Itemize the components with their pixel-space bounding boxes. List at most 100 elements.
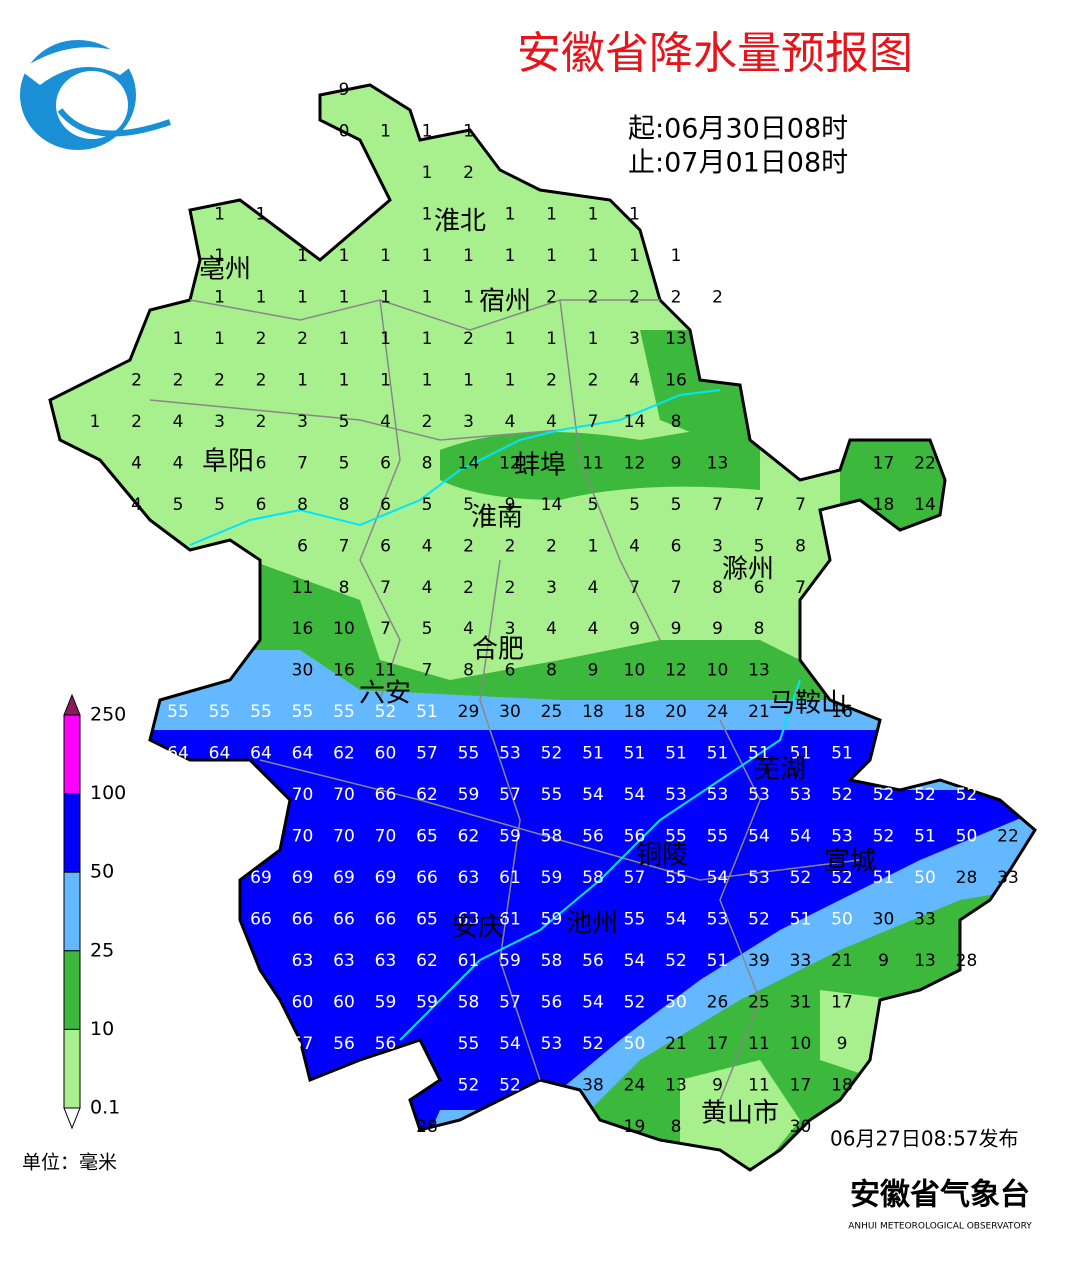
city: 宿州 [479, 287, 531, 317]
grid-value: 64 [167, 744, 189, 764]
grid-value: 6 [256, 453, 267, 473]
grid-value: 70 [333, 827, 355, 847]
grid-value: 62 [416, 785, 438, 805]
grid-value: 53 [790, 785, 812, 805]
grid-value: 64 [292, 744, 314, 764]
grid-value: 61 [458, 951, 480, 971]
grid-value: 21 [831, 951, 853, 971]
grid-value: 63 [458, 868, 480, 888]
grid-value: 14 [458, 453, 480, 473]
grid-value: 66 [375, 785, 397, 805]
grid-value: 52 [582, 1034, 604, 1054]
grid-value: 2 [173, 370, 184, 390]
grid-value: 64 [209, 744, 231, 764]
grid-value: 2 [422, 412, 433, 432]
grid-value: 1 [422, 329, 433, 349]
grid-value: 54 [499, 1034, 521, 1054]
grid-value: 57 [292, 1034, 314, 1054]
city: 六安 [359, 679, 411, 709]
grid-value: 51 [748, 744, 770, 764]
grid-value: 7 [795, 578, 806, 598]
legend-swatch [63, 950, 81, 1030]
grid-value: 3 [214, 412, 225, 432]
grid-value: 9 [878, 951, 889, 971]
title: 安徽省降水量预报图 [517, 28, 913, 79]
grid-value: 28 [956, 868, 978, 888]
grid-value: 6 [256, 495, 267, 515]
grid-value: 63 [292, 951, 314, 971]
grid-value: 3 [505, 619, 516, 639]
grid-value: 12 [499, 453, 521, 473]
issued: 06月27日08:57发布 [830, 1127, 1019, 1151]
grid-value: 51 [873, 868, 895, 888]
grid-value: 33 [790, 951, 812, 971]
grid-value: 2 [671, 287, 682, 307]
city: 芜湖 [754, 755, 806, 785]
grid-value: 55 [458, 1034, 480, 1054]
grid-value: 3 [463, 412, 474, 432]
grid-value: 70 [333, 785, 355, 805]
grid-value: 1 [380, 370, 391, 390]
grid-value: 1 [463, 370, 474, 390]
grid-value: 17 [831, 993, 853, 1013]
grid-value: 31 [790, 993, 812, 1013]
grid-value: 10 [624, 661, 646, 681]
grid-value: 52 [375, 702, 397, 722]
grid-value: 55 [665, 827, 687, 847]
city: 滁州 [722, 555, 774, 585]
grid-value: 2 [256, 412, 267, 432]
grid-value: 10 [790, 1034, 812, 1054]
city: 铜陵 [636, 841, 688, 871]
grid-value: 52 [665, 951, 687, 971]
grid-value: 5 [463, 495, 474, 515]
legend-label: 0.1 [90, 1097, 120, 1119]
grid-value: 56 [582, 951, 604, 971]
grid-value: 5 [629, 495, 640, 515]
grid-value: 56 [624, 827, 646, 847]
grid-value: 11 [582, 453, 604, 473]
grid-value: 1 [173, 329, 184, 349]
city: 宣城 [824, 847, 876, 877]
legend-label: 50 [90, 861, 114, 883]
legend-label: 10 [90, 1018, 114, 1040]
grid-value: 5 [754, 536, 765, 556]
grid-value: 9 [339, 80, 350, 100]
city: 马鞍山 [769, 689, 847, 719]
grid-value: 24 [707, 702, 729, 722]
grid-value: 5 [422, 495, 433, 515]
grid-value: 8 [339, 495, 350, 515]
grid-value: 53 [665, 785, 687, 805]
grid-value: 59 [458, 785, 480, 805]
grid-value: 66 [416, 868, 438, 888]
grid-value: 65 [416, 827, 438, 847]
grid-value: 13 [665, 329, 687, 349]
grid-value: 59 [541, 868, 563, 888]
grid-value: 54 [707, 868, 729, 888]
grid-value: 14 [541, 495, 563, 515]
grid-value: 51 [624, 744, 646, 764]
grid-value: 5 [339, 453, 350, 473]
grid-value: 16 [333, 661, 355, 681]
grid-value: 30 [499, 702, 521, 722]
grid-value: 28 [416, 1117, 438, 1137]
grid-value: 55 [209, 702, 231, 722]
logo [20, 40, 171, 150]
grid-value: 1 [588, 246, 599, 266]
grid-value: 51 [582, 744, 604, 764]
grid-value: 69 [250, 868, 272, 888]
grid-value: 62 [458, 827, 480, 847]
grid-value: 11 [748, 1076, 770, 1096]
grid-value: 52 [831, 868, 853, 888]
grid-value: 7 [422, 661, 433, 681]
grid-value: 1 [463, 121, 474, 141]
grid-value: 5 [339, 412, 350, 432]
grid-value: 2 [712, 287, 723, 307]
grid-value: 8 [712, 578, 723, 598]
grid-value: 51 [914, 827, 936, 847]
grid-value: 1 [256, 287, 267, 307]
grid-value: 6 [505, 661, 516, 681]
grid-value: 9 [671, 619, 682, 639]
grid-value: 1 [505, 329, 516, 349]
grid-value: 11 [292, 578, 314, 598]
grid-value: 5 [422, 619, 433, 639]
